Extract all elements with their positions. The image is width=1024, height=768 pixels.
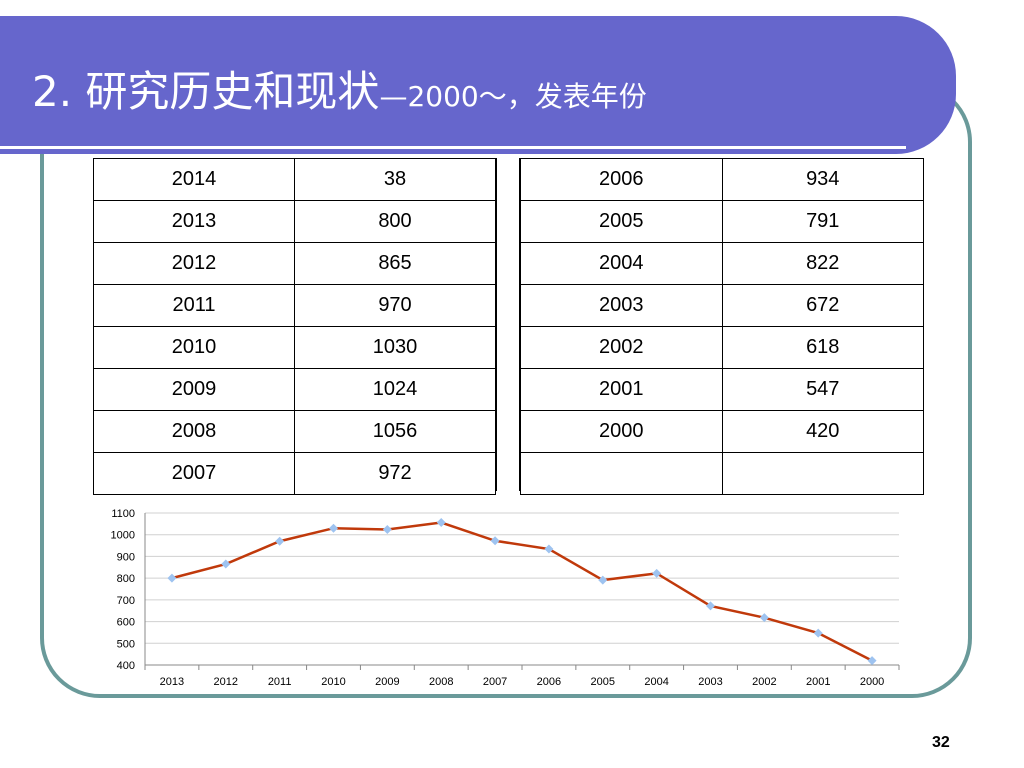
table-row: 2010 1030 [93,326,496,369]
x-tick-label: 2013 [160,676,184,688]
data-point [759,613,769,623]
count-cell: 672 [721,284,925,327]
count-cell: 865 [294,242,496,285]
year-cell: 2003 [520,284,723,327]
y-tick-label: 800 [117,573,135,585]
x-tick-label: 2004 [644,676,668,688]
year-cell: 2002 [520,326,723,369]
table-row: 2012 865 [93,242,496,285]
table-right: 2006 934 2005 791 2004 822 2003 672 2002 618 2001 5… [520,158,925,495]
count-cell: 972 [294,452,496,495]
year-cell: 2007 [93,452,295,495]
slide-title-sub: —2000～，发表年份 [379,80,647,113]
y-tick-label: 700 [117,595,135,607]
x-tick-label: 2001 [806,676,830,688]
year-cell: 2005 [520,200,723,243]
table-row: 2000 420 [520,410,925,453]
y-tick-label: 600 [117,617,135,629]
table-row: 2004 822 [520,242,925,285]
x-tick-label: 2003 [698,676,722,688]
data-point [436,518,446,528]
data-point [706,601,715,611]
table-row: 2006 934 [520,158,925,201]
count-cell: 1024 [294,368,496,411]
data-point [329,523,338,533]
year-cell: 2006 [520,158,723,201]
y-tick-label: 500 [117,638,135,650]
x-tick-label: 2011 [268,676,292,688]
publications-line-chart: 400 500 600 700 800 900 1000 1100 2013 2012 2011 20… [111,508,900,688]
x-tick-label: 2007 [483,676,507,688]
x-tick-label: 2010 [321,676,345,688]
x-tick-label: 2012 [214,676,238,688]
x-tick-label: 2002 [752,676,776,688]
count-cell: 934 [721,158,925,201]
x-tick-label: 2006 [537,676,561,688]
year-cell: 2014 [93,158,295,201]
data-point [598,575,608,585]
data-point [544,544,554,554]
table-row: 2003 672 [520,284,925,327]
count-cell: 1030 [294,326,496,369]
table-row: 2002 618 [520,326,925,369]
count-cell: 38 [294,158,496,201]
data-point [867,656,877,666]
year-cell: 2010 [93,326,295,369]
y-tick-label: 900 [117,551,135,563]
y-tick-label: 1000 [111,530,135,542]
count-cell: 800 [294,200,496,243]
year-cell: 2004 [520,242,723,285]
table-gap-column [496,158,520,491]
table-row: 2005 791 [520,200,925,243]
data-point [813,628,823,638]
count-cell: 1056 [294,410,496,453]
year-cell: 2001 [520,368,723,411]
y-tick-label: 400 [117,660,135,672]
data-point [167,573,177,583]
x-tick-label: 2000 [860,676,884,688]
year-cell: 2008 [93,410,295,453]
count-cell: 420 [721,410,925,453]
page-number: 32 [932,734,950,751]
slide-title-main: 2. 研究历史和现状 [32,67,380,116]
data-point [382,525,392,535]
year-count-tables: 2014 38 2013 800 2012 865 2011 970 2010 1030 2009 1… [93,158,925,495]
count-cell: 618 [721,326,925,369]
data-point [652,568,662,578]
table-row: 2009 1024 [93,368,496,411]
title-underline [0,146,906,149]
table-row [520,452,925,495]
table-row: 2008 1056 [93,410,496,453]
table-row: 2007 972 [93,452,496,495]
y-tick-label: 1100 [111,508,135,520]
year-cell: 2009 [93,368,295,411]
year-cell [520,452,723,495]
data-point [275,536,285,546]
count-cell: 822 [721,242,925,285]
count-cell [721,452,925,495]
count-cell: 547 [721,368,925,411]
x-tick-label: 2009 [375,676,399,688]
year-cell: 2013 [93,200,295,243]
count-cell: 791 [721,200,925,243]
data-point [221,559,231,569]
year-cell: 2012 [93,242,295,285]
title-bar: 2. 研究历史和现状—2000～，发表年份 [0,16,956,154]
table-left: 2014 38 2013 800 2012 865 2011 970 2010 1030 2009 1… [93,158,496,495]
count-cell: 970 [294,284,496,327]
x-tick-label: 2005 [591,676,615,688]
year-cell: 2011 [93,284,295,327]
series-line [171,521,873,662]
data-point [490,536,500,546]
x-tick-label: 2008 [429,676,453,688]
table-row: 2011 970 [93,284,496,327]
slide-title: 2. 研究历史和现状—2000～，发表年份 [32,58,647,119]
table-row: 2001 547 [520,368,925,411]
year-cell: 2000 [520,410,723,453]
table-row: 2013 800 [93,200,496,243]
table-row: 2014 38 [93,158,496,201]
